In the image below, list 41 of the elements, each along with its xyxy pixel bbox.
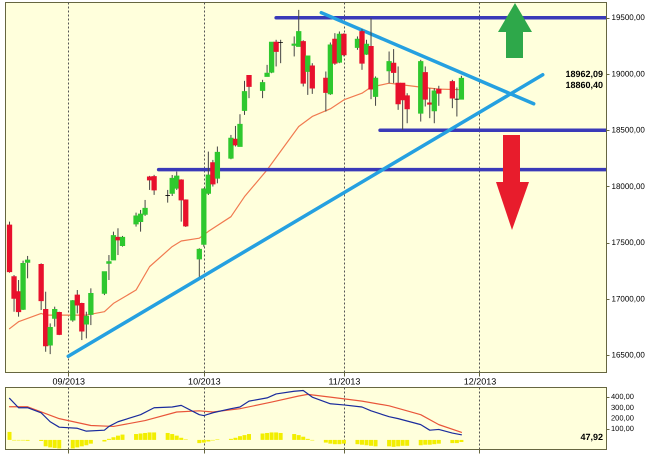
x-tick-label: 12/2013 xyxy=(464,376,496,386)
candlestick xyxy=(242,80,248,116)
annotation: 47,92 xyxy=(580,432,603,442)
bar xyxy=(387,440,392,446)
y-tick-label: 18000,00 xyxy=(612,182,646,191)
bar xyxy=(88,440,93,444)
y-tick-label: 17500,00 xyxy=(612,238,646,248)
bar xyxy=(418,440,423,446)
candlestick xyxy=(11,274,17,312)
candlestick xyxy=(196,248,202,278)
y-tick-label: 19000,00 xyxy=(612,69,646,78)
y-tick-label: 19500,00 xyxy=(612,13,646,22)
bar xyxy=(260,434,265,440)
y-tick-label: 18500,00 xyxy=(612,126,646,135)
candlestick xyxy=(48,322,53,355)
annotation: 18962,09 xyxy=(565,69,603,79)
candlestick xyxy=(133,212,139,228)
bar xyxy=(8,432,12,440)
x-tick-label: 10/2013 xyxy=(188,376,221,386)
bar xyxy=(459,440,464,442)
candlestick xyxy=(237,114,243,148)
bar xyxy=(342,440,346,444)
bar xyxy=(292,434,296,440)
annotation: 18860,40 xyxy=(565,80,603,90)
candlestick xyxy=(310,62,315,94)
candlestick xyxy=(432,88,437,124)
candlestick xyxy=(273,39,279,67)
x-tick-label: 11/2013 xyxy=(328,376,360,386)
bar xyxy=(120,434,124,440)
candlestick xyxy=(260,79,266,99)
bar xyxy=(436,440,441,444)
y-tick-label: 17000,00 xyxy=(612,294,646,304)
y-tick-label: 16500,00 xyxy=(612,350,646,360)
bar xyxy=(166,432,170,440)
candlestick xyxy=(354,36,360,50)
x-tick-label: 09/2013 xyxy=(52,376,86,386)
bar xyxy=(134,434,138,440)
candlestick xyxy=(151,174,157,196)
candlestick xyxy=(52,306,58,328)
candlestick xyxy=(305,55,310,96)
candlestick xyxy=(341,32,347,57)
